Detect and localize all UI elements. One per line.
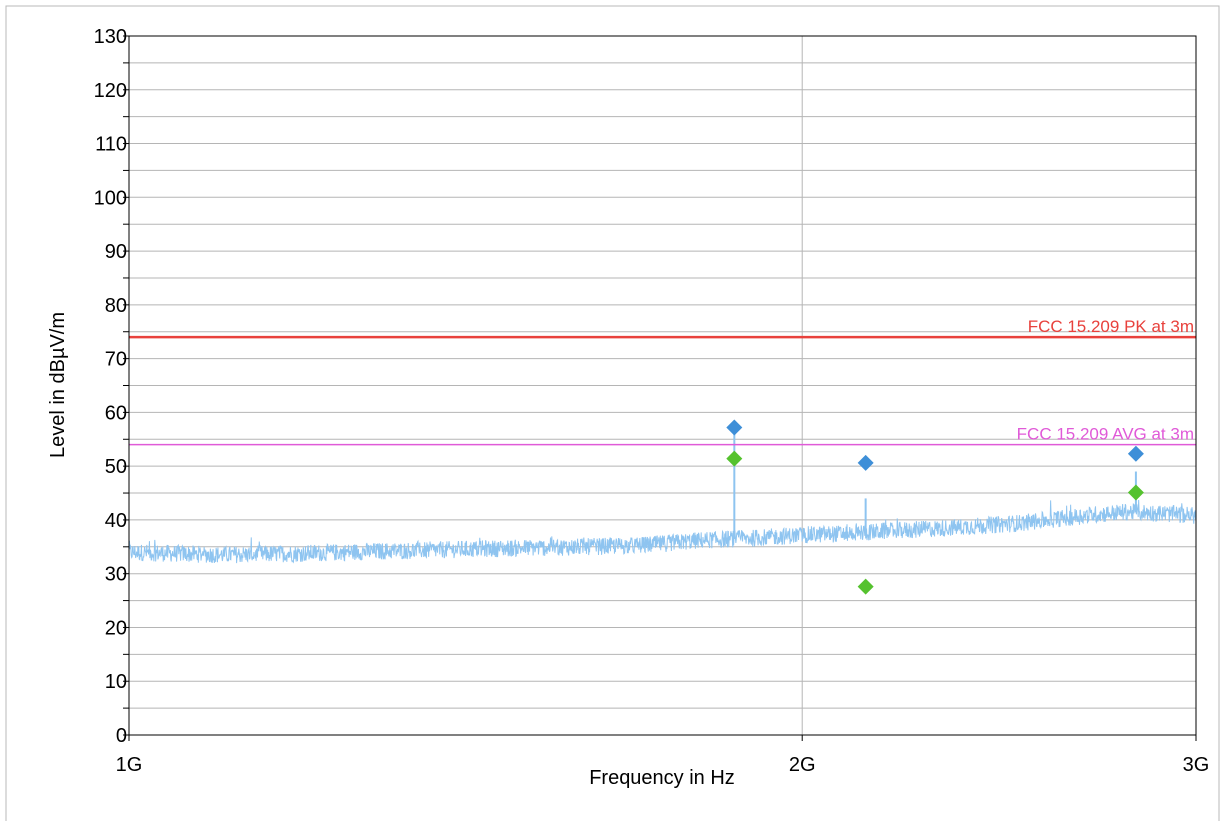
y-tick-label: 130 (94, 26, 127, 48)
y-tick-label: 30 (105, 564, 127, 586)
y-tick-label: 20 (105, 617, 127, 639)
limit-lines: FCC 15.209 PK at 3m FCC 15.209 AVG at 3m (129, 317, 1196, 446)
measurement-trace (128, 428, 1197, 564)
y-tick-label: 60 (105, 402, 127, 424)
x-tick-label: 2G (789, 754, 816, 776)
grid (128, 35, 1197, 736)
y-tick-label: 40 (105, 510, 127, 532)
y-tick-label: 100 (94, 187, 127, 209)
y-axis-label: Level in dBµV/m (47, 312, 69, 458)
y-tick-label: 110 (95, 134, 127, 156)
peak-marker (857, 454, 874, 471)
limit-line-label: FCC 15.209 PK at 3m (1028, 317, 1194, 336)
x-tick-label: 1G (116, 754, 143, 776)
x-axis-label: Frequency in Hz (589, 767, 735, 789)
y-tick-label: 0 (116, 725, 127, 747)
chart-frame (5, 5, 1220, 821)
y-tick-label: 120 (94, 80, 127, 102)
peak-marker (1127, 445, 1144, 462)
y-tick-label: 70 (105, 349, 127, 371)
markers (726, 419, 1144, 595)
peak-marker (726, 419, 743, 436)
x-axis-ticks: 1G 2G 3G (116, 735, 1210, 776)
average-marker (1127, 484, 1144, 501)
x-tick-label: 3G (1183, 754, 1210, 776)
average-marker (857, 578, 874, 595)
y-tick-label: 50 (105, 456, 127, 478)
y-tick-label: 80 (105, 295, 127, 317)
y-tick-label: 10 (105, 671, 127, 693)
limit-line-label: FCC 15.209 AVG at 3m (1017, 425, 1194, 444)
trace-line (128, 500, 1197, 564)
average-marker (726, 450, 743, 467)
y-tick-label: 90 (105, 241, 127, 263)
y-axis-ticks: 0 10 20 30 40 50 60 70 80 90 100 110 120 130 (94, 26, 129, 747)
